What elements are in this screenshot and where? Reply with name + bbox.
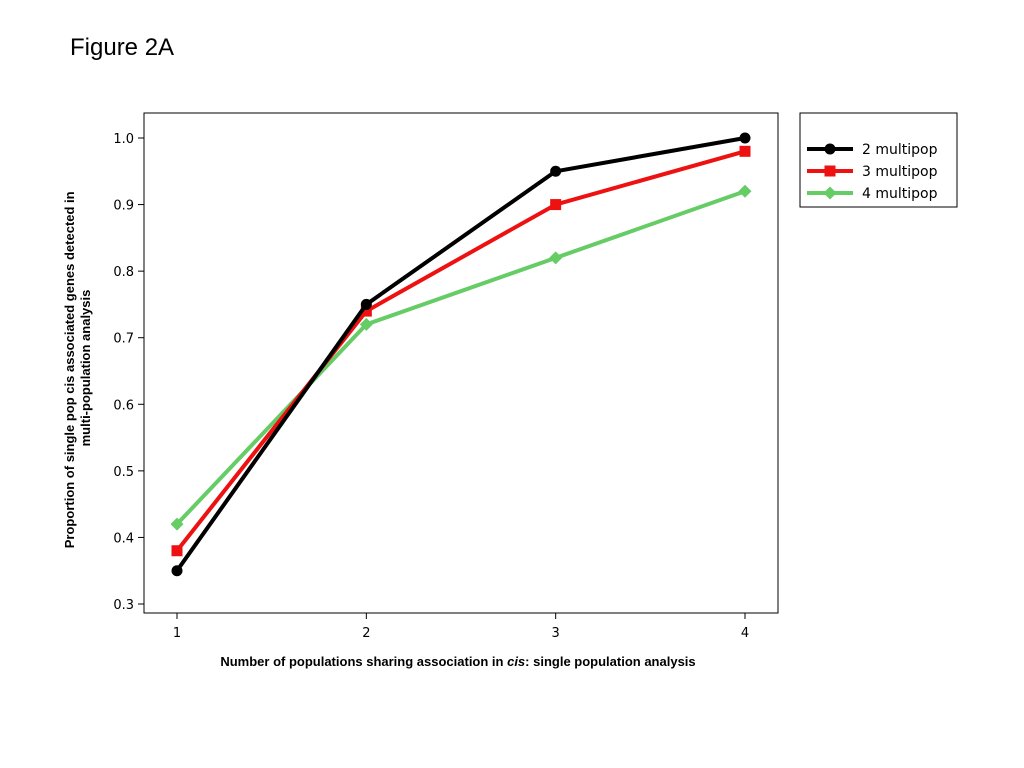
data-point-2-multipop: [360, 298, 372, 310]
data-point-4-multipop: [738, 184, 752, 198]
data-point-3-multipop: [550, 199, 562, 211]
y-tick-label: 0.5: [113, 465, 134, 480]
y-axis-ticks: 0.3 0.4 0.5 0.6 0.7 0.8 0.9 1.0: [113, 132, 144, 613]
y-tick-label: 0.7: [113, 332, 134, 347]
legend-label-4-multipop: 4 multipop: [862, 186, 938, 202]
x-tick-label: 3: [552, 626, 560, 641]
series-line-3-multipop: [175, 149, 746, 552]
legend-label-3-multipop: 3 multipop: [862, 164, 938, 180]
series-line-4-multipop: [175, 189, 746, 526]
data-point-4-multipop: [170, 517, 184, 531]
x-axis-ticks: 1 2 3 4: [173, 613, 749, 641]
data-point-3-multipop: [739, 145, 751, 157]
y-tick-label: 0.8: [113, 265, 134, 280]
legend-marker-2-multipop: [824, 143, 836, 155]
series-layer: [170, 132, 752, 577]
legend-label-2-multipop: 2 multipop: [862, 142, 938, 158]
series-line-2-multipop: [175, 136, 746, 572]
legend: 2 multipop 3 multipop 4 multipop: [799, 112, 958, 208]
plot-frame: [143, 112, 779, 614]
x-axis-title: Number of populations sharing associatio…: [220, 654, 695, 669]
data-point-3-multipop: [360, 305, 372, 317]
y-tick-label: 0.9: [113, 199, 134, 214]
x-tick-label: 1: [173, 626, 181, 641]
figure-title: Figure 2A: [70, 34, 175, 61]
data-point-2-multipop: [171, 565, 183, 577]
y-tick-label: 0.4: [113, 531, 134, 546]
data-point-2-multipop: [550, 165, 562, 177]
y-tick-label: 0.6: [113, 398, 134, 413]
x-tick-label: 4: [741, 626, 749, 641]
data-point-3-multipop: [171, 545, 183, 557]
y-tick-label: 0.3: [113, 598, 134, 613]
legend-marker-4-multipop: [823, 186, 837, 200]
y-axis-title: Proportion of single pop cis associated …: [62, 188, 93, 548]
y-tick-label: 1.0: [113, 132, 134, 147]
data-point-2-multipop: [739, 132, 751, 144]
data-point-4-multipop: [549, 251, 563, 265]
data-point-4-multipop: [359, 317, 373, 331]
legend-marker-3-multipop: [824, 165, 836, 177]
x-tick-label: 2: [362, 626, 370, 641]
